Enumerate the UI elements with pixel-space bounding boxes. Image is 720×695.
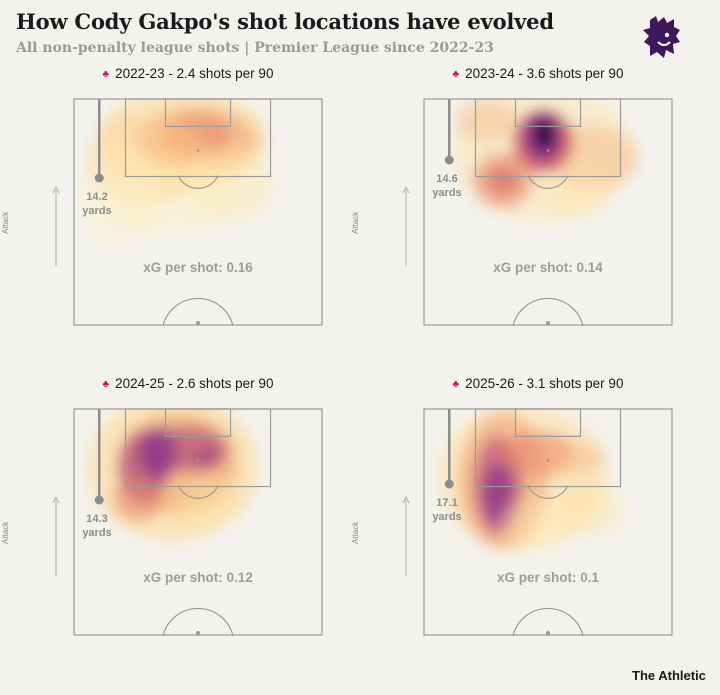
- shot-map-panel-2025-26: ♣ 2025-26 - 3.1 shots per 90 Attack 17.1 yar…: [351, 376, 713, 666]
- heat-cell: [488, 166, 518, 194]
- xg-per-shot-label: xG per shot: 0.12: [143, 570, 253, 585]
- liverpool-crest-icon: ♣: [452, 69, 460, 80]
- heat-cell: [455, 98, 516, 144]
- penalty-spot: [196, 149, 200, 152]
- liverpool-crest-icon: ♣: [452, 379, 460, 390]
- attack-label: Attack: [351, 211, 360, 234]
- xg-per-shot-label: xG per shot: 0.1: [496, 570, 600, 585]
- avg-distance-marker: [94, 495, 104, 505]
- centre-circle: [512, 607, 584, 636]
- centre-circle: [512, 297, 584, 326]
- xg-per-shot-label: xG per shot: 0.16: [143, 260, 253, 275]
- six-yard-box: [514, 98, 582, 127]
- shot-map-panel-2022-23: ♣ 2022-23 - 2.4 shots per 90 Attack 14.2 yar…: [1, 66, 363, 356]
- heat-cell: [498, 499, 568, 545]
- pitch: [423, 98, 673, 326]
- six-yard-box: [164, 98, 232, 127]
- avg-distance-value: 14.3: [86, 513, 108, 525]
- heatmap-layer: [453, 98, 638, 222]
- panel-title: ♣ 2022-23 - 2.4 shots per 90: [13, 66, 363, 81]
- attack-label: Attack: [1, 521, 10, 544]
- heat-cell: [180, 480, 241, 527]
- heatmap-layer: [88, 408, 258, 541]
- penalty-spot: [546, 459, 550, 462]
- penalty-arc: [177, 485, 219, 499]
- avg-distance-marker: [94, 173, 104, 183]
- avg-distance-value: 14.2: [86, 191, 108, 203]
- the-athletic-credit: The Athletic: [632, 668, 706, 683]
- centre-spot: [196, 321, 200, 325]
- pitch: [423, 408, 673, 636]
- pitch: [73, 98, 323, 326]
- heat-cell: [534, 118, 555, 151]
- centre-circle: [162, 607, 234, 636]
- avg-distance-unit: yards: [82, 527, 112, 539]
- liverpool-crest-icon: ♣: [102, 69, 110, 80]
- attack-arrow-icon: [402, 186, 410, 266]
- centre-spot: [546, 321, 550, 325]
- panel-title-text: 2025-26 - 3.1 shots per 90: [465, 376, 624, 391]
- xg-per-shot-label: xG per shot: 0.14: [493, 260, 603, 275]
- panel-title: ♣ 2024-25 - 2.6 shots per 90: [13, 376, 363, 391]
- heat-cell: [138, 426, 178, 481]
- panel-title-text: 2022-23 - 2.4 shots per 90: [115, 66, 274, 81]
- panel-title-text: 2024-25 - 2.6 shots per 90: [115, 376, 274, 391]
- avg-distance-unit: yards: [432, 511, 462, 523]
- chart-subtitle: All non-penalty league shots | Premier L…: [16, 40, 494, 56]
- avg-distance-label: 14.2 yards: [77, 190, 117, 218]
- six-yard-box: [514, 408, 582, 437]
- heat-cell: [543, 439, 603, 477]
- attack-arrow-icon: [402, 496, 410, 576]
- avg-distance-value: 14.6: [436, 173, 458, 185]
- avg-distance-marker: [444, 479, 454, 489]
- attack-label: Attack: [1, 211, 10, 234]
- penalty-arc: [177, 175, 219, 189]
- penalty-arc: [527, 175, 569, 189]
- avg-distance-unit: yards: [82, 205, 112, 217]
- heat-cell: [553, 480, 623, 536]
- panel-title-text: 2023-24 - 3.6 shots per 90: [465, 66, 624, 81]
- centre-spot: [546, 631, 550, 635]
- attack-arrow-icon: [52, 186, 60, 266]
- avg-distance-label: 17.1 yards: [427, 496, 467, 524]
- penalty-spot: [546, 149, 550, 152]
- avg-distance-marker: [444, 155, 454, 165]
- avg-distance-label: 14.3 yards: [77, 512, 117, 540]
- avg-distance-unit: yards: [432, 187, 462, 199]
- shot-map-panel-2024-25: ♣ 2024-25 - 2.6 shots per 90 Attack 14.3 yar…: [1, 376, 363, 666]
- pitch: [73, 408, 323, 636]
- attack-arrow-icon: [52, 496, 60, 576]
- attack-label: Attack: [351, 521, 360, 544]
- penalty-spot: [196, 459, 200, 462]
- heat-cell: [543, 170, 613, 217]
- avg-distance-value: 17.1: [436, 497, 458, 509]
- heatmap-layer: [78, 98, 273, 244]
- penalty-arc: [527, 485, 569, 499]
- chart-title: How Cody Gakpo's shot locations have evo…: [16, 9, 554, 34]
- liverpool-crest-icon: ♣: [102, 379, 110, 390]
- shot-map-panel-2023-24: ♣ 2023-24 - 3.6 shots per 90 Attack 14.6 yar…: [351, 66, 713, 356]
- avg-distance-label: 14.6 yards: [427, 172, 467, 200]
- heat-cell: [113, 476, 163, 522]
- premier-league-lion-icon: [643, 16, 680, 58]
- centre-spot: [196, 631, 200, 635]
- six-yard-box: [164, 408, 232, 437]
- panel-title: ♣ 2023-24 - 3.6 shots per 90: [363, 66, 713, 81]
- heat-cell: [193, 446, 223, 470]
- centre-circle: [162, 297, 234, 326]
- panel-title: ♣ 2025-26 - 3.1 shots per 90: [363, 376, 713, 391]
- heatmap-layer: [438, 408, 623, 550]
